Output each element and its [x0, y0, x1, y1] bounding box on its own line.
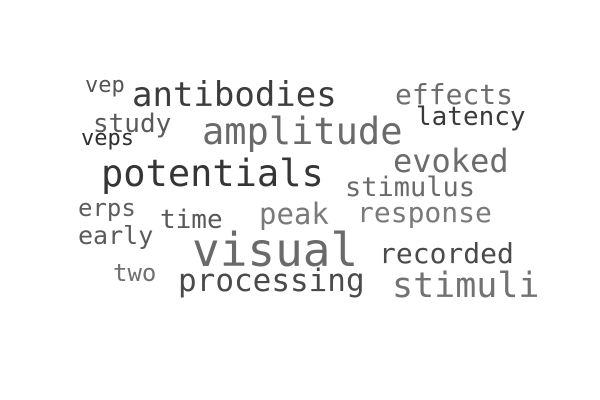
word-recorded: recorded: [379, 237, 514, 270]
word-erps: erps: [78, 194, 136, 222]
word-time: time: [160, 205, 223, 235]
word-two: two: [113, 259, 157, 287]
word-stimulus: stimulus: [345, 172, 476, 203]
word-effects: effects: [395, 78, 514, 111]
word-evoked: evoked: [393, 142, 509, 180]
word-vep: vep: [85, 73, 125, 98]
word-potentials: potentials: [101, 152, 324, 195]
word-early: early: [78, 221, 154, 250]
word-veps: veps: [81, 126, 134, 151]
word-response: response: [357, 196, 492, 229]
word-stimuli: stimuli: [392, 266, 540, 306]
word-processing: processing: [178, 263, 365, 299]
word-antibodies: antibodies: [132, 75, 337, 115]
word-latency: latency: [416, 102, 526, 132]
word-visual: visual: [192, 223, 359, 277]
word-amplitude: amplitude: [202, 110, 403, 153]
word-peak: peak: [259, 197, 329, 231]
word-study: study: [93, 109, 172, 139]
